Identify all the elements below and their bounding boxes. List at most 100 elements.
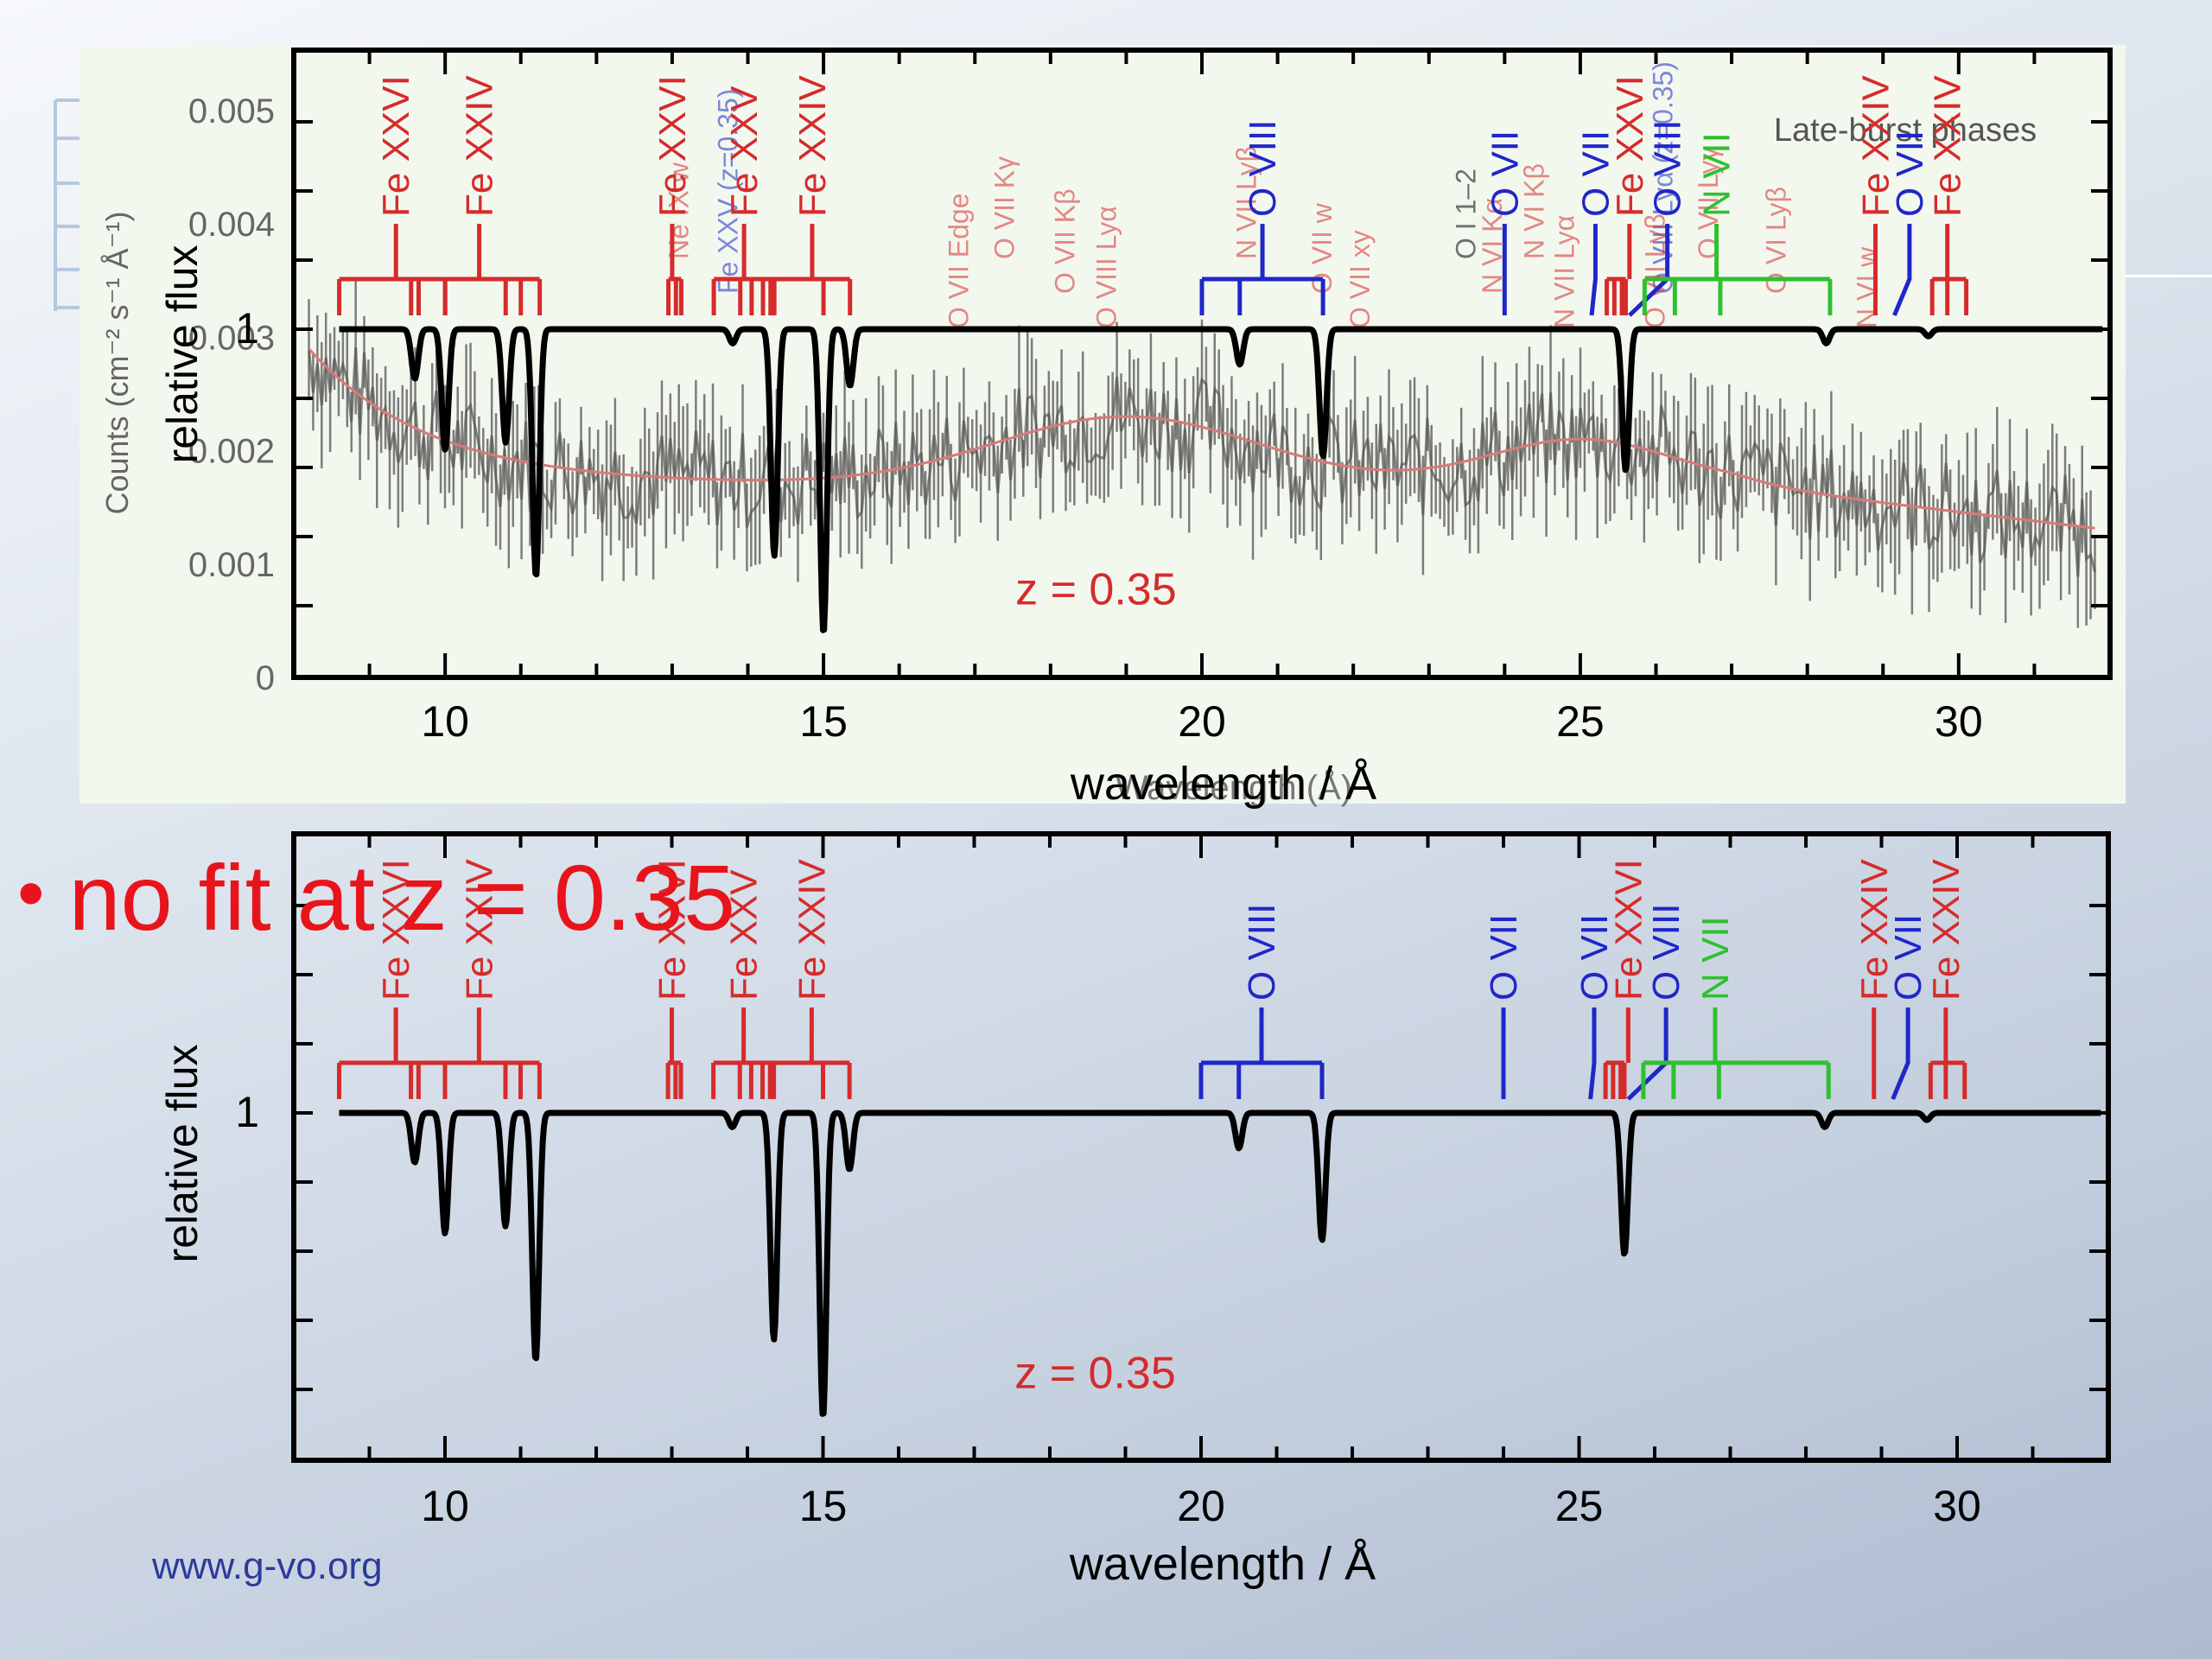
id-label: Fe XXVI (1609, 75, 1651, 217)
id-label: O VIII (1242, 120, 1284, 217)
counts-model-line (308, 347, 2095, 530)
counts-axis-label: Counts (cm⁻² s⁻¹ Å⁻¹) (99, 211, 135, 514)
line-id-n-vii: N VII (1642, 132, 1833, 315)
counts-tick-label: 0.003 (188, 319, 275, 357)
line-id-fe-xxiv: Fe XXIV (442, 859, 542, 1099)
bullet-point: • no fit at z = 0.35 (17, 851, 735, 944)
line-id-fe-xxiv: Fe XXIV (767, 859, 852, 1099)
x-axis-label: wavelength / Å (1070, 758, 1376, 810)
background-line-label: O VIII Lyα (1091, 206, 1122, 328)
background-line-label: Ne IX w (664, 162, 695, 259)
id-stem (1891, 1007, 1910, 1100)
background-line-label: N VII Lyα (1548, 215, 1580, 328)
accent-line (2126, 275, 2212, 277)
id-label: N VII (1696, 132, 1738, 217)
background-x-label: Wavelength (Å) (1116, 768, 1352, 807)
id-label: O VIII (1647, 120, 1689, 217)
id-label: Fe XXIV (1853, 859, 1896, 1001)
bullet-dot: • (17, 850, 45, 937)
line-id-o-viii: O VIII (1628, 120, 1689, 317)
counts-tick-label: 0.002 (188, 433, 275, 471)
id-stem (1589, 224, 1598, 316)
x-tick-label: 25 (1555, 1482, 1604, 1530)
id-label: Fe XXV (723, 869, 766, 1001)
y-axis-label: relative flux (158, 1045, 207, 1263)
x-tick-label: 30 (1933, 1482, 1981, 1530)
line-id-fe-xxvi: Fe XXVI (652, 859, 694, 1099)
x-tick-label: 15 (799, 1482, 848, 1530)
line-id-fe-xxv: Fe XXV (711, 869, 777, 1099)
id-label: O VIII (1645, 904, 1688, 1001)
line-id-fe-xxiv: Fe XXIV (768, 75, 853, 315)
line-id-o-vii: O VII (1483, 914, 1525, 1099)
id-label: Fe XXVI (375, 75, 417, 217)
id-label: Fe XXVI (652, 859, 694, 1001)
bottom-chart: 10 15 20 25 30 1 relative flux wavelength / Å z … (158, 831, 2111, 1590)
x-tick-label: 20 (1177, 1482, 1225, 1530)
line-id-fe-xxiv: Fe XXIV (1925, 859, 1967, 1099)
x-tick-label: 10 (421, 1482, 469, 1530)
id-label: O VII (1574, 130, 1617, 217)
id-label: O VII (1887, 914, 1929, 1001)
x-tick-label: 25 (1556, 697, 1605, 746)
id-label: Fe XXIV (791, 859, 833, 1001)
id-label: O VII (1483, 914, 1525, 1001)
background-line-label: O I 1–2 (1451, 168, 1482, 259)
background-line-label: O VII Kβ (1049, 188, 1080, 294)
line-id-fe-xxvi: Fe XXVI (1603, 859, 1649, 1099)
line-id-fe-xxiv: Fe XXIV (1927, 75, 1969, 315)
redshift-annotation: z = 0.35 (1014, 1349, 1175, 1399)
x-tick-label: 20 (1178, 697, 1226, 746)
left-bracket-deco (54, 99, 79, 311)
background-line-label: N VI Kβ (1518, 163, 1549, 259)
y-axis-label: relative flux (158, 245, 207, 464)
background-line-labels: Ne IX w Fe XXV (z=0.35) O VII Edge O VII Kγ… (664, 61, 1883, 328)
background-line-label: N VII Lyβ (1231, 146, 1262, 259)
background-line-label: O VI Lyβ (1761, 187, 1792, 294)
x-tick-label: 10 (421, 697, 469, 746)
id-label: Fe XXVI (1607, 859, 1649, 1001)
line-id-o-vii: O VII (1887, 914, 1929, 1100)
absorption-panel: 10 15 20 25 30 1 relative flux wavelength / Å z … (158, 831, 2111, 1590)
id-label: O VII (1484, 130, 1526, 217)
id-label: O VII (1889, 130, 1931, 217)
line-id-fe-xxvi: Fe XXVI (337, 75, 448, 315)
background-line-label: O VII Kγ (988, 156, 1020, 259)
line-id-fe-xxvi: Fe XXVI (652, 75, 694, 315)
id-label: O VII (1573, 914, 1616, 1001)
counts-tick-label: 0.001 (188, 546, 275, 584)
top-chart: Ne IX w Fe XXV (z=0.35) O VII Edge O VII Kγ… (54, 45, 2126, 810)
counts-tick-label: 0 (256, 659, 275, 697)
continuum-label: 1 (235, 304, 259, 353)
background-line-label: O VII xy (1344, 230, 1376, 328)
id-label: Fe XXIV (459, 75, 501, 217)
x-axis-label: wavelength / Å (1069, 1538, 1376, 1590)
id-label: Fe XXV (723, 86, 766, 217)
id-label: Fe XXIV (458, 859, 500, 1001)
counts-tick-label: 0.004 (188, 206, 275, 244)
overlay-panel: 10 15 20 25 30 1 relative flux wavelength / Å z … (158, 48, 2113, 810)
line-id-fe-xxvi: Fe XXVI (337, 859, 448, 1099)
continuum-label: 1 (235, 1088, 259, 1136)
footer-url[interactable]: www.g-vo.org (152, 1545, 383, 1587)
id-stem (1892, 224, 1912, 316)
absorption-model-line (337, 326, 2105, 633)
background-line-label: O VIII Lyα (z=0.35) (1647, 61, 1678, 294)
absorption-model-line (337, 1109, 2103, 1417)
id-label: Fe XXIV (791, 75, 834, 217)
x-tick-label: 30 (1935, 697, 1983, 746)
background-line-label: Fe XXV (z=0.35) (713, 89, 744, 294)
counts-tick-label: 0.005 (188, 92, 275, 130)
line-id-fe-xxiv: Fe XXIV (442, 75, 543, 315)
line-id-fe-xxv: Fe XXV (711, 86, 777, 315)
line-id-fe-xxvi: Fe XXVI (1605, 75, 1651, 315)
line-id-o-vii: O VII (1574, 130, 1617, 316)
id-label: O VIII (1241, 904, 1283, 1001)
bullet-text: no fit at z = 0.35 (68, 845, 736, 950)
background-line-label: N VI w (1852, 246, 1883, 328)
background-chart-title: Late-burst phases (1774, 112, 2037, 149)
id-stem (1588, 1007, 1597, 1100)
id-label: Fe XXIV (1854, 75, 1897, 217)
redshift-annotation: z = 0.35 (1015, 565, 1176, 615)
